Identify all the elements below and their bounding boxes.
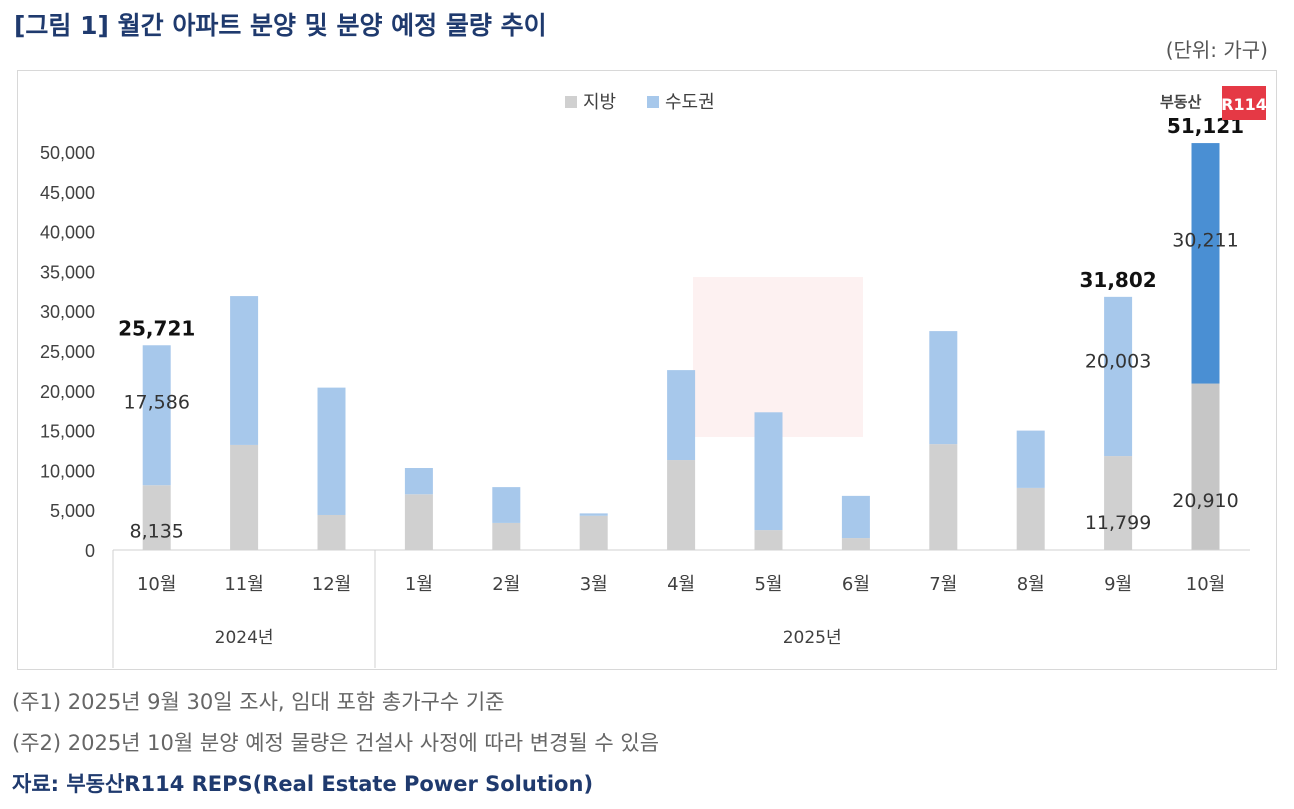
total-label: 31,802 [1080,268,1157,292]
logo-text: 부동산 [1160,93,1202,111]
total-label: 25,721 [118,316,195,340]
legend-label: 수도권 [665,92,715,113]
segment-label: 20,910 [1172,490,1238,512]
x-tick-label: 2월 [492,574,520,595]
bar-sudogwon [841,495,870,539]
bar-sudogwon [230,296,259,445]
segment-label: 20,003 [1085,351,1151,373]
x-tick-label: 4월 [667,574,695,595]
bar-jibang [754,530,783,550]
bar-sudogwon [929,331,958,445]
x-tick-label: 10월 [137,574,176,595]
logo-badge-text: R114 [1221,95,1267,114]
bar-jibang [230,444,259,550]
bar-sudogwon [1104,296,1133,457]
chart-title: [그림 1] 월간 아파트 분양 및 분양 예정 물량 추이 [14,11,547,40]
legend-swatch [565,96,577,108]
legend-swatch [647,96,659,108]
chart-frame [17,70,1277,670]
source: 자료: 부동산R114 REPS(Real Estate Power Solut… [12,772,594,796]
bar-jibang [1104,456,1133,550]
bar-sudogwon [579,513,608,516]
x-tick-label: 9월 [1104,574,1132,595]
bar-jibang [492,522,521,550]
y-tick-label: 45,000 [40,183,95,203]
unit-label: (단위: 가구) [1165,38,1268,62]
legend-label: 지방 [583,92,616,113]
x-tick-label: 3월 [580,574,608,595]
bar-sudogwon [404,468,433,495]
bar-sudogwon [1191,143,1220,384]
x-tick-label: 10월 [1186,574,1225,595]
x-tick-label: 6월 [842,574,870,595]
y-tick-label: 10,000 [40,461,95,481]
segment-label: 8,135 [129,521,183,543]
x-group-label: 2024년 [215,628,274,648]
bar-jibang [1016,487,1045,550]
y-tick-label: 5,000 [50,501,95,521]
bar-jibang [317,514,346,550]
bar-sudogwon [1016,430,1045,488]
x-tick-label: 7월 [929,574,957,595]
bar-jibang [404,494,433,550]
x-tick-label: 5월 [754,574,782,595]
bar-jibang [1191,383,1220,550]
x-group-label: 2025년 [783,628,842,648]
watermark-logo [693,277,863,437]
note-1: (주1) 2025년 9월 30일 조사, 임대 포함 총가구수 기준 [12,690,505,714]
bar-jibang [142,485,171,550]
note-2: (주2) 2025년 10월 분양 예정 물량은 건설사 사정에 따라 변경될 … [12,731,660,755]
segment-label: 30,211 [1172,229,1238,251]
logo-badge [1222,86,1266,120]
segment-label: 17,586 [123,391,189,413]
x-tick-label: 11월 [224,574,263,595]
y-tick-label: 0 [85,541,95,561]
x-tick-label: 12월 [312,574,351,595]
y-tick-label: 25,000 [40,342,95,362]
y-tick-label: 20,000 [40,382,95,402]
bar-sudogwon [317,387,346,515]
bar-jibang [579,515,608,550]
x-tick-label: 1월 [405,574,433,595]
bar-jibang [841,538,870,550]
bar-sudogwon [142,345,171,486]
bar-sudogwon [667,370,696,461]
y-tick-label: 50,000 [40,143,95,163]
x-tick-label: 8월 [1017,574,1045,595]
bar-jibang [667,460,696,550]
bar-sudogwon [754,412,783,531]
bar-sudogwon [492,487,521,523]
y-tick-label: 40,000 [40,223,95,243]
segment-label: 11,799 [1085,512,1151,534]
y-tick-label: 30,000 [40,302,95,322]
y-tick-label: 15,000 [40,422,95,442]
y-tick-label: 35,000 [40,262,95,282]
bar-jibang [929,444,958,550]
